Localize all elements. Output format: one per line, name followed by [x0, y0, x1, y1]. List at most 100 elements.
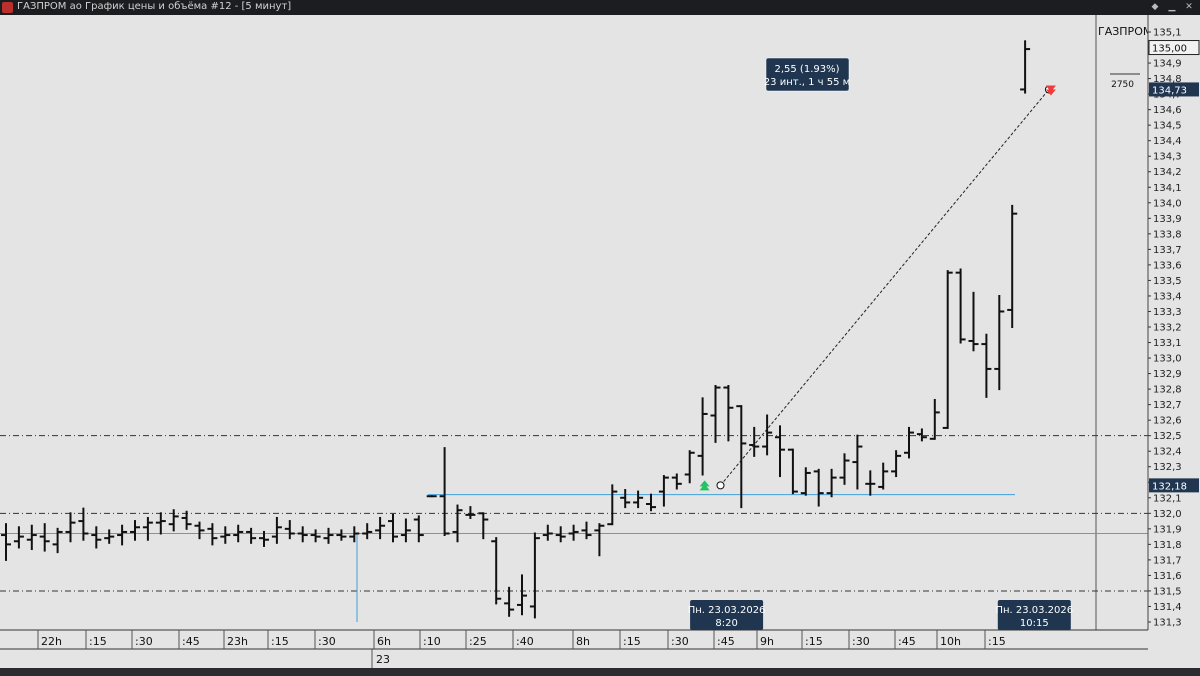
price-tick-label: 132,5 [1153, 431, 1182, 442]
time-tick-label: 8h [576, 635, 590, 648]
ohlc-bar [1007, 204, 1018, 328]
crosshair-time-text: 10:15 [1020, 618, 1049, 629]
price-tick-label: 134,2 [1153, 167, 1182, 178]
ohlc-bar [684, 450, 695, 484]
ohlc-bar [233, 524, 244, 543]
window-title: ГАЗПРОМ ао График цены и объёма #12 - [5… [17, 1, 292, 12]
ohlc-bar [504, 586, 515, 617]
ohlc-bar [555, 526, 566, 543]
ohlc-bar [168, 509, 179, 532]
ohlc-bar [207, 523, 218, 546]
close-icon[interactable]: ✕ [1185, 2, 1193, 12]
time-tick-label: :30 [671, 635, 689, 648]
time-tick-label: :30 [852, 635, 870, 648]
ohlc-bar [104, 529, 115, 544]
pin-icon[interactable]: ◆ [1151, 2, 1159, 12]
price-label-box [1148, 40, 1200, 56]
measure-start-point [716, 481, 725, 490]
time-tick-label: :30 [318, 635, 336, 648]
measure-interval-text: 23 инт., 1 ч 55 м [764, 77, 850, 88]
price-tick-label: 134,0 [1153, 198, 1182, 209]
ohlc-bar [413, 515, 424, 543]
ohlc-bar [439, 447, 450, 537]
crosshair-date-text: Пн. 23.03.2026 [688, 605, 766, 616]
app-icon[interactable] [2, 2, 13, 13]
price-chart[interactable]: 2,55 (1.93%) 23 инт., 1 ч 55 м Пн. 23.03.2… [0, 15, 1200, 668]
crosshair-date-text: Пн. 23.03.2026 [995, 605, 1073, 616]
time-tick-label: :15 [271, 635, 289, 648]
price-label-box [1149, 478, 1199, 493]
instrument-label: ГАЗПРОМ [1098, 25, 1152, 38]
price-tick-label: 131,5 [1153, 586, 1182, 597]
ohlc-bar [517, 574, 527, 616]
ohlc-bar [581, 521, 592, 540]
ohlc-bar [607, 484, 618, 526]
price-tick-label: 132,4 [1153, 447, 1182, 458]
window-titlebar: ГАЗПРОМ ао График цены и объёма #12 - [5… [0, 0, 1200, 15]
ohlc-bar [362, 523, 373, 540]
ohlc-bar [723, 385, 734, 442]
minimize-icon[interactable]: ▁ [1168, 2, 1176, 12]
ohlc-bar [297, 526, 308, 543]
price-tick-label: 131,8 [1153, 540, 1182, 551]
price-tick-label: 132,8 [1153, 385, 1182, 396]
ohlc-bar [826, 468, 837, 498]
ohlc-bar [736, 405, 747, 509]
ohlc-bar [787, 448, 798, 495]
time-tick-label: :45 [717, 635, 735, 648]
time-tick-label: 6h [377, 635, 391, 648]
price-label-text: 134,73 [1152, 85, 1187, 96]
price-tick-label: 131,4 [1153, 602, 1182, 613]
ohlc-bar [800, 467, 811, 496]
price-bars [1, 40, 1031, 619]
price-tick-label: 131,7 [1153, 555, 1182, 566]
buy-signal-icon [699, 480, 710, 491]
ohlc-bar [271, 516, 282, 544]
ohlc-bar [349, 526, 360, 543]
time-tick-label: :15 [623, 635, 641, 648]
ohlc-bar [942, 270, 953, 429]
ohlc-bar [594, 523, 605, 557]
measure-change-text: 2,55 (1.93%) [774, 64, 839, 75]
price-tick-label: 134,1 [1153, 183, 1182, 194]
ohlc-bar [452, 504, 463, 543]
ohlc-bar [1020, 40, 1031, 94]
price-tick-label: 133,6 [1153, 260, 1182, 271]
measure-line [720, 89, 1050, 486]
price-tick-label: 134,5 [1153, 121, 1182, 132]
price-tick-label: 133,5 [1153, 276, 1182, 287]
ohlc-bar [142, 516, 153, 541]
price-tick-label: 132,3 [1153, 462, 1182, 473]
ohlc-bar [259, 530, 269, 547]
time-crosshair-label [690, 600, 764, 630]
status-strip [0, 668, 1200, 676]
ohlc-bar [336, 529, 347, 541]
price-tick-label: 131,9 [1153, 524, 1182, 535]
ohlc-bar [155, 512, 166, 535]
price-label-text: 132,18 [1152, 481, 1187, 492]
price-tick-label: 134,3 [1153, 152, 1182, 163]
ohlc-bar [981, 333, 992, 398]
ohlc-bar [465, 506, 476, 519]
chart-overlays: 2,55 (1.93%) 23 инт., 1 ч 55 м Пн. 23.03.2… [688, 25, 1152, 630]
ohlc-bar [775, 425, 785, 478]
ohlc-bar [130, 520, 140, 541]
ohlc-bar [426, 495, 437, 498]
ohlc-bar [388, 513, 398, 543]
ohlc-bar [646, 493, 656, 512]
measure-tooltip [765, 57, 850, 92]
ohlc-bar [65, 512, 76, 543]
ohlc-bar [994, 294, 1005, 391]
ohlc-bar [658, 475, 669, 507]
ohlc-bar [929, 398, 940, 440]
ohlc-bar [671, 473, 682, 490]
ohlc-bar [839, 453, 850, 485]
price-tick-label: 133,4 [1153, 291, 1182, 302]
volume-scale-value: 2750 [1111, 80, 1134, 90]
ohlc-bar [246, 527, 257, 544]
ohlc-bar [968, 291, 979, 352]
ohlc-bar [865, 470, 876, 496]
ohlc-bar [400, 518, 411, 543]
price-axis-background [1148, 15, 1200, 630]
ohlc-bar [878, 462, 889, 490]
